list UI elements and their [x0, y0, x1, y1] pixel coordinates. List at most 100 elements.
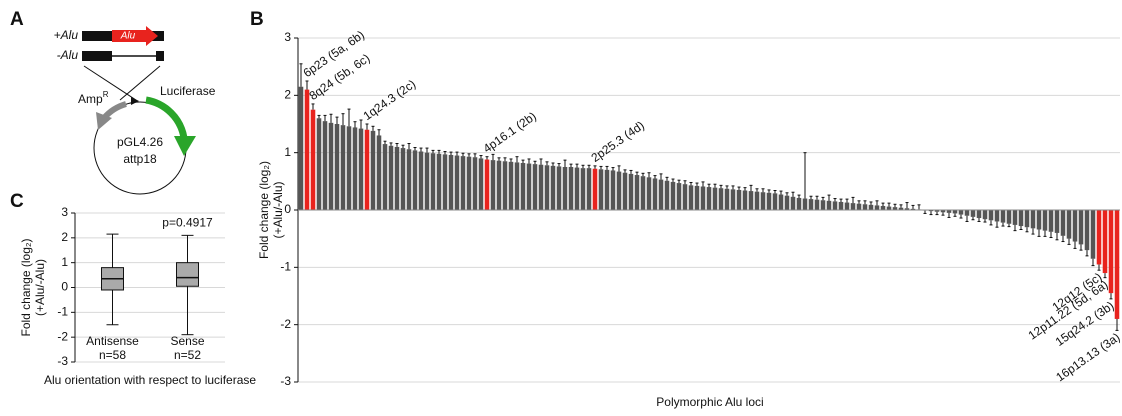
promoter — [131, 97, 139, 105]
bar — [965, 210, 970, 216]
bar — [779, 195, 784, 210]
amp-arrow — [104, 104, 126, 118]
bar — [401, 148, 406, 210]
bar — [737, 190, 742, 210]
bar — [407, 149, 412, 210]
y-tick-label: -3 — [280, 374, 291, 388]
bar — [815, 200, 820, 210]
bar — [713, 188, 718, 210]
p-value: p=0.4917 — [162, 216, 213, 230]
bar — [515, 162, 520, 210]
y-tick-label: 2 — [284, 88, 291, 102]
bar — [641, 176, 646, 210]
y-axis-title: (+Alu/-Alu) — [33, 259, 47, 316]
bar — [635, 175, 640, 210]
bar — [545, 165, 550, 210]
bar — [1109, 210, 1114, 293]
bar — [803, 199, 808, 210]
panel-letter: A — [10, 9, 24, 30]
bar — [797, 198, 802, 210]
bar — [953, 210, 958, 213]
bar — [497, 161, 502, 210]
luciferase-label: Luciferase — [160, 84, 216, 98]
bar — [443, 154, 448, 210]
bar — [791, 197, 796, 210]
bar — [419, 152, 424, 210]
bar — [1103, 210, 1108, 273]
bar — [647, 177, 652, 210]
bar — [329, 123, 334, 210]
x-tick-label: Antisense — [86, 334, 139, 348]
bar — [383, 144, 388, 210]
y-axis-title: Fold change (log₂) — [257, 161, 271, 259]
y-tick-label: 1 — [61, 255, 68, 269]
bar — [395, 147, 400, 210]
panel-letter: B — [250, 9, 264, 30]
bar — [557, 166, 562, 210]
bar — [1097, 210, 1102, 264]
bar — [839, 202, 844, 210]
bar — [1091, 210, 1096, 259]
bar — [305, 90, 310, 210]
bar — [665, 181, 670, 210]
bar — [347, 126, 352, 210]
x-axis-title: Polymorphic Alu loci — [656, 395, 763, 409]
bar — [437, 154, 442, 210]
bar — [881, 206, 886, 210]
plasmid-label: pGL4.26 — [117, 135, 163, 149]
bar — [605, 170, 610, 210]
bar — [785, 196, 790, 210]
bar — [689, 185, 694, 210]
bar — [821, 200, 826, 210]
bar — [875, 205, 880, 210]
bar — [851, 203, 856, 210]
annotation: 4p16.1 (2b) — [481, 109, 539, 156]
bar — [323, 121, 328, 210]
bar — [1115, 210, 1120, 319]
bar — [1061, 210, 1066, 236]
bar — [335, 124, 340, 210]
y-tick-label: 2 — [61, 230, 68, 244]
count-label: n=52 — [174, 348, 201, 362]
bar — [719, 188, 724, 210]
bar — [833, 201, 838, 210]
minus-alu-label: -Alu — [57, 48, 79, 62]
bar — [971, 210, 976, 217]
bar — [671, 182, 676, 210]
bar — [959, 210, 964, 215]
bar — [599, 169, 604, 210]
amp-label: AmpR — [78, 90, 109, 106]
x-tick-label: Sense — [170, 334, 204, 348]
y-tick-label: -2 — [57, 329, 68, 343]
y-tick-label: 0 — [284, 202, 291, 216]
bar — [767, 193, 772, 210]
bar — [587, 168, 592, 210]
bar — [695, 186, 700, 210]
bar — [659, 180, 664, 210]
bar — [491, 160, 496, 210]
bar — [701, 186, 706, 210]
bar — [1049, 210, 1054, 232]
bar — [371, 131, 376, 210]
bar — [539, 165, 544, 210]
bar — [365, 130, 370, 210]
bar — [461, 156, 466, 210]
bar — [677, 183, 682, 210]
bar — [845, 203, 850, 210]
bar — [989, 210, 994, 220]
y-tick-label: 0 — [61, 280, 68, 294]
y-axis-title: Fold change (log₂) — [19, 238, 33, 336]
bar — [1013, 210, 1018, 225]
bar — [521, 163, 526, 210]
bar — [311, 110, 316, 210]
site-label: attp18 — [123, 152, 157, 166]
bar — [617, 172, 622, 210]
luciferase-arrow — [146, 100, 184, 138]
construct-bar — [156, 51, 164, 61]
bar — [455, 156, 460, 210]
luciferase-arrowhead — [174, 136, 196, 156]
bar — [449, 155, 454, 210]
bar — [755, 192, 760, 210]
bar — [629, 174, 634, 210]
bar — [809, 199, 814, 210]
